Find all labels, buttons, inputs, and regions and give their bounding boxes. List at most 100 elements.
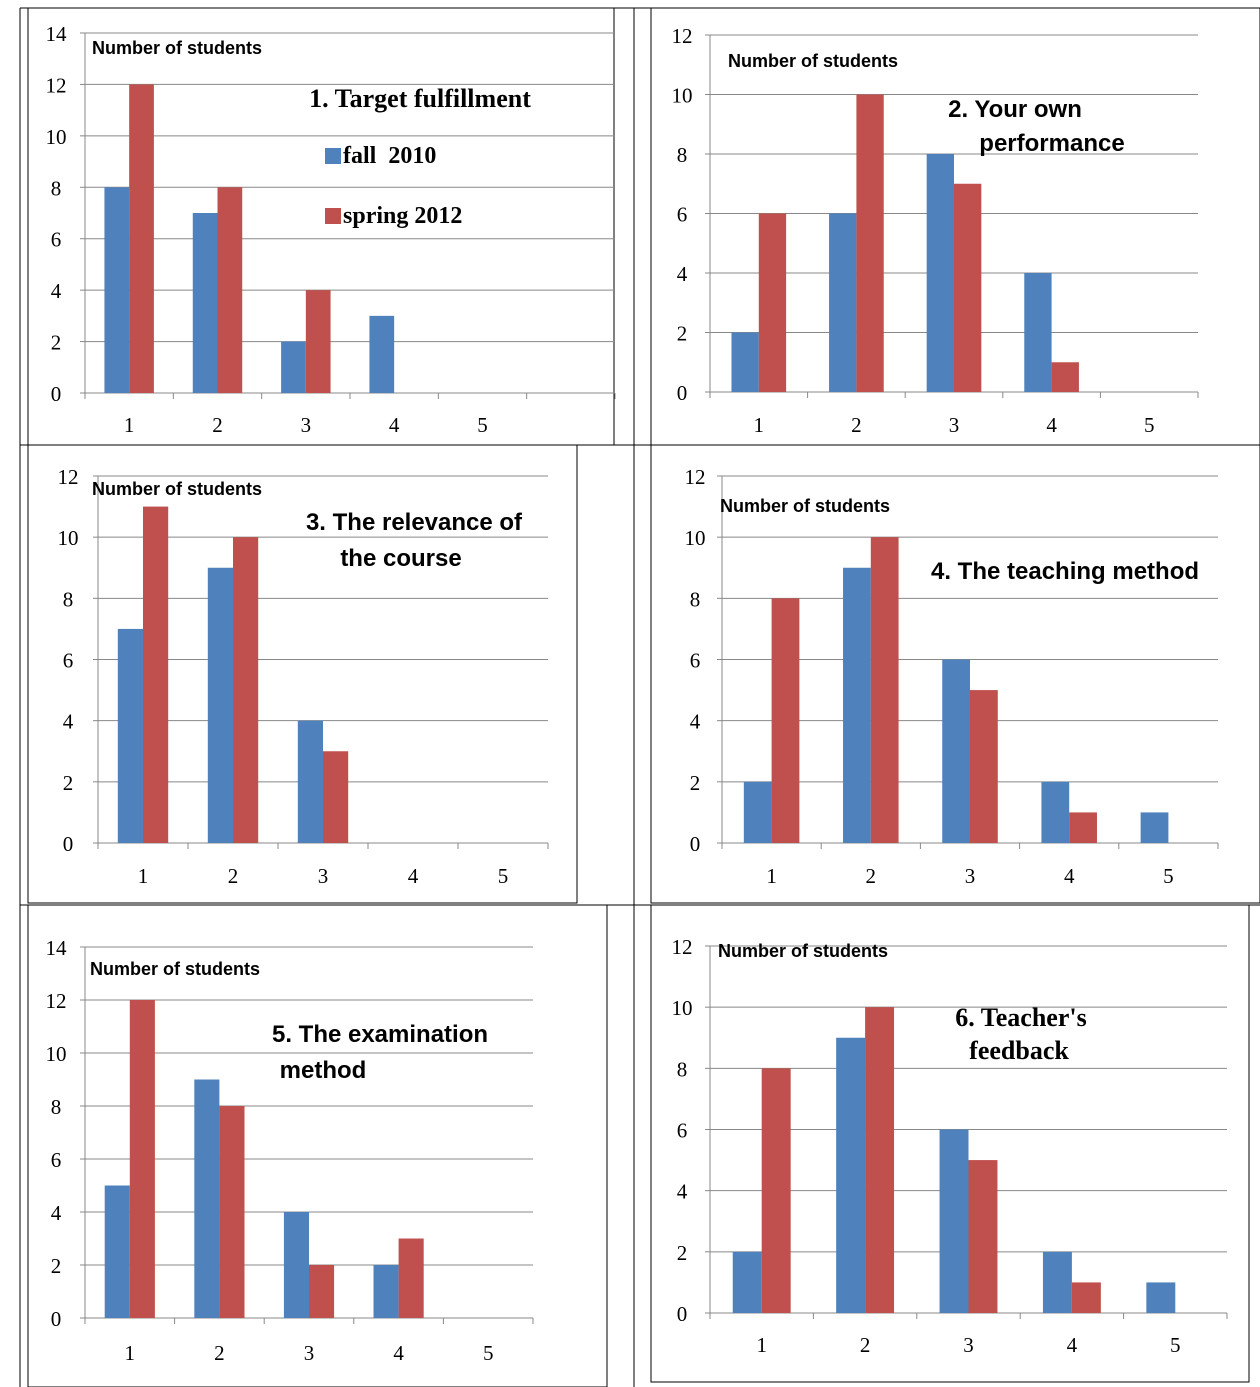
x-tick-label: 2 [212, 413, 223, 437]
panel-border [650, 444, 1260, 904]
y-tick-label: 0 [51, 382, 62, 406]
x-tick-label: 1 [124, 413, 135, 437]
x-tick-label: 5 [483, 1341, 494, 1365]
y-tick-label: 0 [677, 381, 688, 405]
bar-spring-2012 [305, 290, 331, 393]
y-tick-label: 0 [51, 1307, 62, 1331]
y-tick-label: 4 [51, 1201, 62, 1225]
y-axis-label: Number of students [728, 51, 898, 71]
x-tick-label: 2 [860, 1333, 871, 1357]
y-tick-label: 10 [685, 526, 706, 550]
bar-fall-2010 [743, 781, 772, 843]
x-tick-label: 3 [304, 1341, 315, 1365]
chart-title: 2. Your own [948, 96, 1082, 123]
legend-swatch [325, 208, 341, 224]
y-tick-label: 8 [51, 1095, 62, 1119]
bar-spring-2012 [870, 537, 899, 843]
y-tick-label: 10 [58, 526, 79, 550]
bar-spring-2012 [309, 1265, 335, 1318]
bar-spring-2012 [1071, 1282, 1101, 1313]
x-tick-label: 4 [393, 1341, 404, 1365]
y-tick-label: 4 [677, 1180, 688, 1204]
y-tick-label: 6 [690, 649, 701, 673]
bar-spring-2012 [219, 1106, 245, 1318]
bar-fall-2010 [369, 315, 395, 393]
bar-fall-2010 [836, 1037, 866, 1313]
panel-border [27, 444, 578, 904]
y-tick-label: 14 [46, 936, 68, 960]
chart-title: 1. Target fulfillment [309, 84, 531, 113]
y-axis-label: Number of students [92, 38, 262, 58]
chart-title: method [280, 1057, 367, 1084]
y-tick-label: 10 [46, 1042, 67, 1066]
y-tick-label: 12 [672, 935, 693, 959]
x-tick-label: 1 [138, 864, 149, 888]
y-tick-label: 12 [46, 73, 67, 97]
x-tick-label: 1 [125, 1341, 136, 1365]
y-tick-label: 10 [46, 125, 67, 149]
bar-spring-2012 [758, 213, 787, 392]
bar-fall-2010 [829, 213, 857, 392]
y-axis-label: Number of students [90, 959, 260, 979]
x-tick-label: 5 [1144, 413, 1155, 437]
bar-fall-2010 [843, 567, 871, 843]
chart-title: feedback [969, 1036, 1069, 1065]
bar-spring-2012 [233, 537, 259, 843]
x-tick-label: 5 [477, 413, 488, 437]
bar-spring-2012 [143, 506, 169, 843]
y-tick-label: 4 [690, 710, 701, 734]
bar-fall-2010 [732, 1251, 762, 1313]
x-tick-label: 4 [1067, 1333, 1078, 1357]
x-tick-label: 2 [851, 413, 862, 437]
chart-title: 4. The teaching method [931, 558, 1199, 585]
chart-title: the course [340, 545, 461, 572]
y-axis-label: Number of students [92, 479, 262, 499]
y-tick-label: 8 [677, 143, 688, 167]
bar-spring-2012 [954, 183, 982, 392]
y-tick-label: 0 [677, 1302, 688, 1326]
x-tick-label: 1 [754, 413, 765, 437]
bar-fall-2010 [192, 213, 218, 393]
x-tick-label: 4 [1064, 864, 1075, 888]
bar-fall-2010 [104, 1185, 130, 1318]
bar-fall-2010 [1024, 273, 1052, 392]
bar-fall-2010 [297, 720, 323, 843]
bar-spring-2012 [1069, 812, 1097, 843]
bar-spring-2012 [856, 94, 884, 392]
bar-spring-2012 [129, 1000, 155, 1318]
x-tick-label: 2 [228, 864, 239, 888]
y-tick-label: 10 [672, 84, 693, 108]
chart-title: 3. The relevance of [306, 509, 523, 536]
x-tick-label: 1 [766, 864, 777, 888]
y-tick-label: 2 [51, 1254, 62, 1278]
bar-fall-2010 [373, 1265, 399, 1318]
x-tick-label: 4 [408, 864, 419, 888]
y-tick-label: 12 [58, 465, 79, 489]
y-tick-label: 6 [51, 1148, 62, 1172]
chart-title: 5. The examination [272, 1021, 488, 1048]
x-tick-label: 3 [301, 413, 312, 437]
bar-fall-2010 [926, 154, 954, 392]
x-tick-label: 3 [965, 864, 976, 888]
bar-spring-2012 [761, 1068, 791, 1313]
bar-spring-2012 [217, 187, 243, 393]
bar-fall-2010 [731, 332, 759, 392]
bar-fall-2010 [283, 1212, 309, 1318]
x-tick-label: 3 [949, 413, 960, 437]
x-tick-label: 5 [1163, 864, 1174, 888]
chart-title: performance [979, 130, 1124, 157]
y-axis-label: Number of students [720, 496, 890, 516]
x-tick-label: 4 [389, 413, 400, 437]
bar-spring-2012 [771, 598, 800, 843]
legend-swatch [325, 148, 341, 164]
bar-fall-2010 [1146, 1282, 1176, 1313]
x-tick-label: 3 [963, 1333, 974, 1357]
bar-fall-2010 [207, 567, 233, 843]
bar-fall-2010 [194, 1079, 220, 1318]
y-tick-label: 14 [46, 22, 68, 46]
panel-border [650, 904, 1250, 1383]
